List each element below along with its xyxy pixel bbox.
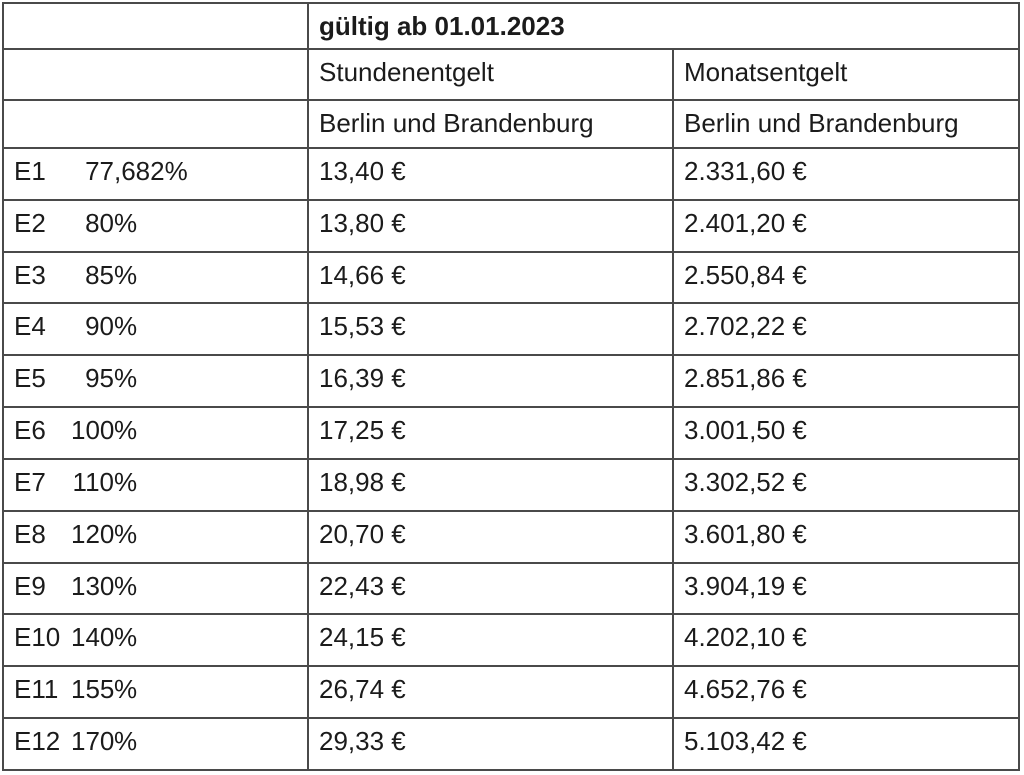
empty-cell	[2, 48, 309, 101]
grade-cell: E4 90%	[2, 302, 309, 357]
percent-int: 155	[71, 674, 115, 705]
valid-from-label: gültig ab 01.01.2023	[306, 1, 1021, 51]
monthly-value: 3.904,19 €	[671, 561, 1021, 616]
grade-label: E4	[14, 311, 46, 342]
grade-cell: E6 100%	[2, 406, 309, 460]
grade-label: E11	[14, 674, 59, 705]
grade-cell: E10 140%	[2, 613, 309, 668]
percent-frac: %	[114, 207, 138, 238]
percent-int: 140	[71, 622, 115, 653]
empty-cell	[2, 1, 309, 51]
grade-label: E5	[14, 363, 46, 394]
region-label-monthly: Berlin und Brandenburg	[671, 98, 1021, 149]
title-row: gültig ab 01.01.2023	[2, 1, 1021, 51]
table-row-e2: E2 80% 13,80 € 2.401,20 €	[2, 198, 1021, 253]
percent-int: 120	[71, 518, 115, 549]
table-row-e4: E4 90% 15,53 € 2.702,22 €	[2, 302, 1021, 357]
grade-label: E10	[14, 622, 61, 653]
hourly-value: 26,74 €	[307, 665, 674, 720]
hourly-value: 22,43 €	[307, 561, 674, 616]
grade-cell: E9 130%	[2, 561, 309, 616]
percent-frac: %	[114, 518, 138, 549]
hourly-value: 20,70 €	[307, 509, 674, 564]
percent-int: 77	[85, 155, 114, 186]
percent-frac: %	[114, 726, 138, 757]
table-row-e1: E1 77,682% 13,40 € 2.331,60 €	[2, 146, 1021, 201]
column-header-row: Stundenentgelt Monatsentgelt	[2, 48, 1021, 101]
monthly-value: 2.331,60 €	[671, 146, 1021, 201]
table-row-e6: E6 100% 17,25 € 3.001,50 €	[2, 406, 1021, 460]
grade-cell: E3 85%	[2, 250, 309, 305]
percent-int: 170	[71, 726, 115, 757]
monthly-value: 3.001,50 €	[671, 406, 1021, 460]
grade-cell: E5 95%	[2, 354, 309, 409]
table-row-e3: E3 85% 14,66 € 2.550,84 €	[2, 250, 1021, 305]
percent-frac: %	[114, 311, 138, 342]
grade-cell: E7 110%	[2, 457, 309, 512]
monthly-value: 4.652,76 €	[671, 665, 1021, 720]
region-header-row: Berlin und Brandenburg Berlin und Brande…	[2, 98, 1021, 149]
grade-cell: E1 77,682%	[2, 146, 309, 201]
hourly-value: 16,39 €	[307, 354, 674, 409]
percent-int: 80	[85, 207, 114, 238]
percent-frac: %	[114, 415, 138, 446]
monthly-column-header: Monatsentgelt	[671, 48, 1021, 101]
percent-int: 130	[71, 570, 115, 601]
table-row-e8: E8 120% 20,70 € 3.601,80 €	[2, 509, 1021, 564]
percent-frac: %	[114, 622, 138, 653]
monthly-value: 2.702,22 €	[671, 302, 1021, 357]
grade-cell: E2 80%	[2, 198, 309, 253]
percent-int: 110	[72, 466, 114, 497]
percent-frac: %	[114, 674, 138, 705]
monthly-value: 3.601,80 €	[671, 509, 1021, 564]
table-row-e10: E10 140% 24,15 € 4.202,10 €	[2, 613, 1021, 668]
grade-label: E1	[14, 155, 46, 186]
percent-frac: ,682%	[114, 155, 188, 186]
percent-int: 95	[85, 363, 114, 394]
table-row-e11: E11 155% 26,74 € 4.652,76 €	[2, 665, 1021, 720]
grade-cell: E8 120%	[2, 509, 309, 564]
region-label-hourly: Berlin und Brandenburg	[307, 98, 674, 149]
percent-int: 100	[71, 415, 115, 446]
grade-label: E7	[14, 466, 46, 497]
table-row-e9: E9 130% 22,43 € 3.904,19 €	[2, 561, 1021, 616]
monthly-value: 2.401,20 €	[671, 198, 1021, 253]
table-row-e7: E7 110% 18,98 € 3.302,52 €	[2, 457, 1021, 512]
hourly-value: 29,33 €	[307, 717, 674, 771]
empty-cell	[2, 98, 309, 149]
monthly-value: 2.851,86 €	[671, 354, 1021, 409]
hourly-value: 24,15 €	[307, 613, 674, 668]
grade-label: E8	[14, 518, 46, 549]
hourly-value: 17,25 €	[307, 406, 674, 460]
hourly-value: 13,40 €	[307, 146, 674, 201]
hourly-value: 15,53 €	[307, 302, 674, 357]
percent-int: 90	[85, 311, 114, 342]
hourly-value: 13,80 €	[307, 198, 674, 253]
grade-cell: E12 170%	[2, 717, 309, 771]
table-row-e5: E5 95% 16,39 € 2.851,86 €	[2, 354, 1021, 409]
grade-label: E12	[14, 726, 61, 757]
hourly-value: 18,98 €	[307, 457, 674, 512]
grade-cell: E11 155%	[2, 665, 309, 720]
monthly-value: 5.103,42 €	[671, 717, 1021, 771]
percent-frac: %	[114, 259, 138, 290]
percent-frac: %	[114, 363, 138, 394]
percent-int: 85	[85, 259, 114, 290]
monthly-value: 4.202,10 €	[671, 613, 1021, 668]
percent-frac: %	[114, 570, 138, 601]
grade-label: E6	[14, 415, 46, 446]
grade-label: E3	[14, 259, 46, 290]
table-row-e12: E12 170% 29,33 € 5.103,42 €	[2, 717, 1021, 771]
percent-frac: %	[114, 466, 138, 497]
grade-label: E9	[14, 570, 46, 601]
monthly-value: 3.302,52 €	[671, 457, 1021, 512]
grade-label: E2	[14, 207, 46, 238]
monthly-value: 2.550,84 €	[671, 250, 1021, 305]
hourly-value: 14,66 €	[307, 250, 674, 305]
hourly-column-header: Stundenentgelt	[307, 48, 674, 101]
